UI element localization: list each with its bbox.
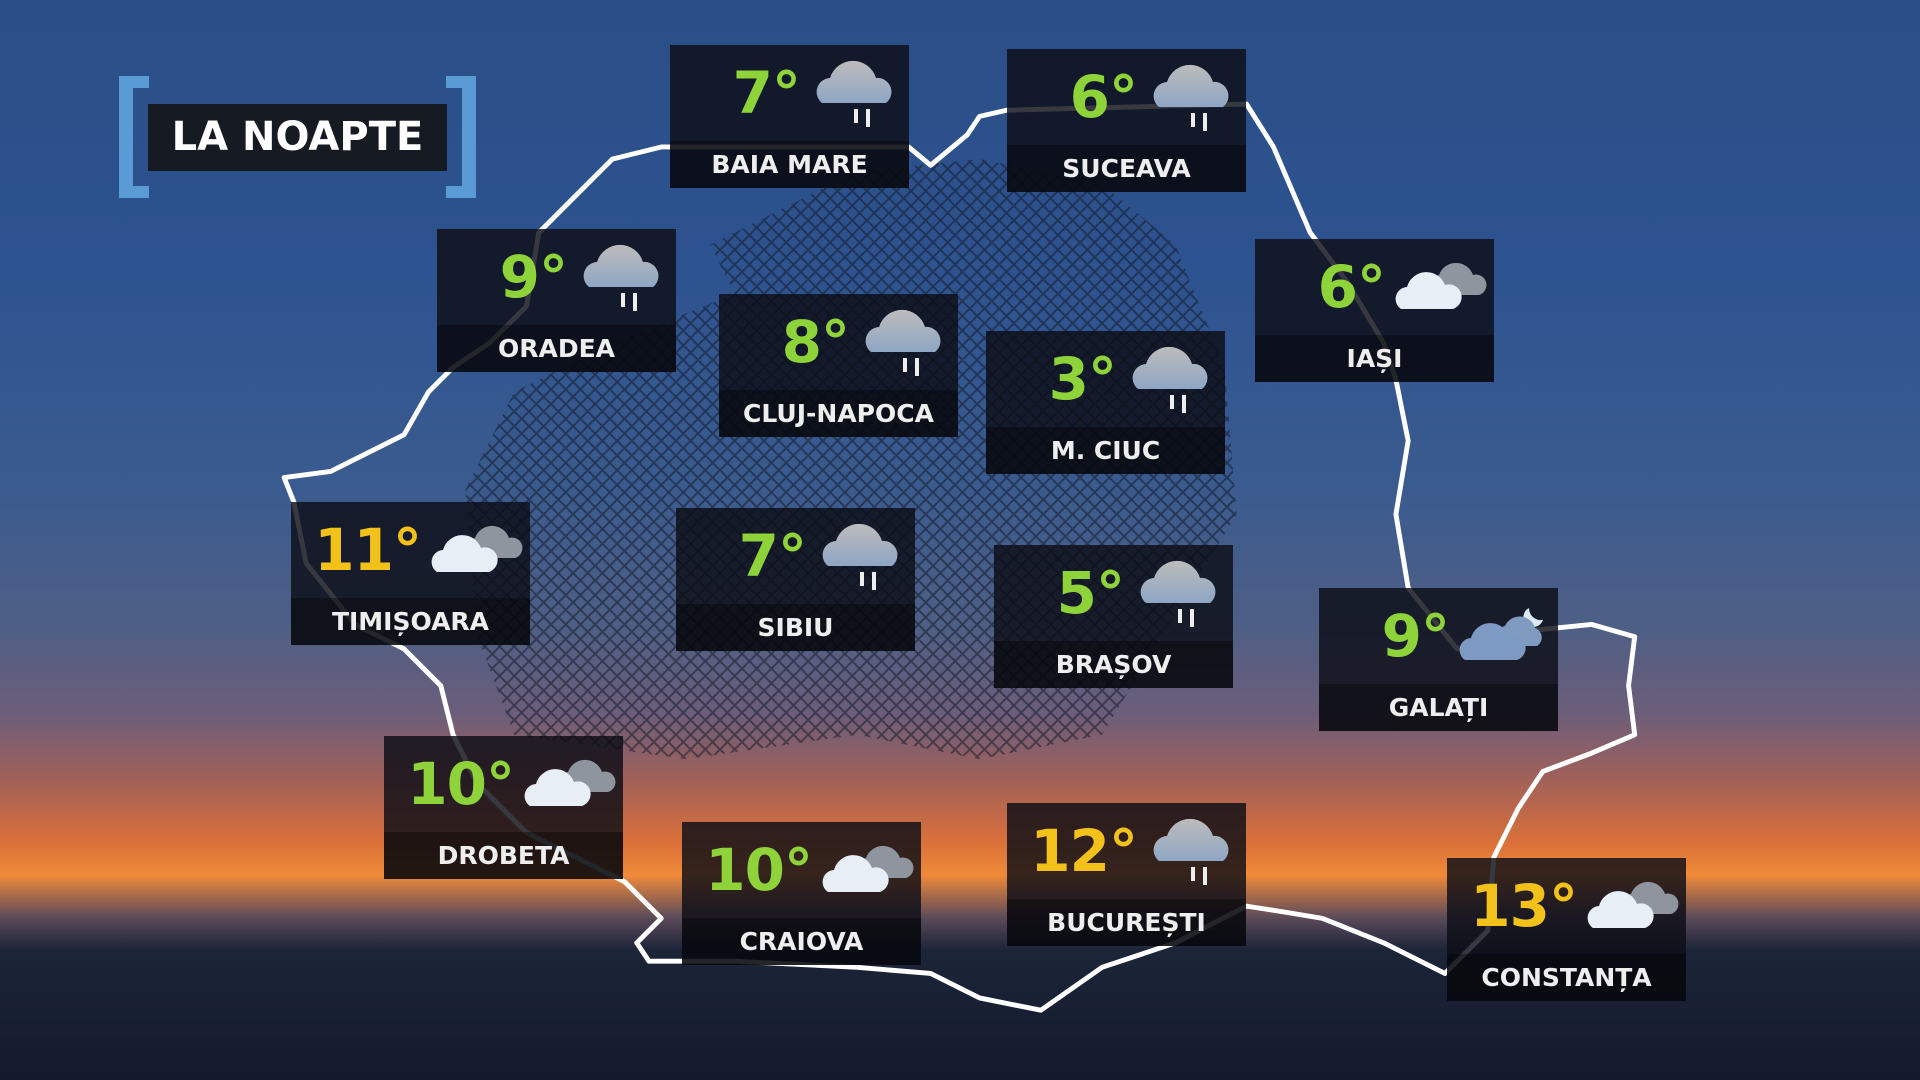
city-name: SIBIU — [676, 604, 915, 651]
card-top: 5° — [994, 545, 1233, 641]
temperature: 9° — [1381, 602, 1450, 670]
card-top: 7° — [676, 508, 915, 604]
temperature: 5° — [1056, 559, 1125, 627]
city-card: 7° SIBIU — [676, 508, 915, 651]
temperature: 6° — [1317, 253, 1386, 321]
temperature: 13° — [1470, 872, 1578, 940]
rain-cloud-icon — [816, 516, 908, 596]
temperature: 6° — [1069, 63, 1138, 131]
city-card: 10° DROBETA — [384, 736, 623, 879]
city-card: 8° CLUJ-NAPOCA — [719, 294, 958, 437]
temperature: 12° — [1030, 817, 1138, 885]
temperature: 3° — [1048, 345, 1117, 413]
city-name: IAȘI — [1255, 335, 1494, 382]
rain-cloud-icon — [1147, 57, 1239, 137]
card-top: 10° — [384, 736, 623, 832]
city-card: 11° TIMIȘOARA — [291, 502, 530, 645]
cloudy-night-moon-icon — [1459, 596, 1551, 676]
city-name: CLUJ-NAPOCA — [719, 390, 958, 437]
rain-cloud-icon — [1134, 553, 1226, 633]
city-name: BRAȘOV — [994, 641, 1233, 688]
card-top: 10° — [682, 822, 921, 918]
temperature: 10° — [705, 836, 813, 904]
rain-cloud-icon — [577, 237, 669, 317]
page-title: LA NOAPTE — [148, 104, 447, 171]
city-card: 7° BAIA MARE — [670, 45, 909, 188]
city-card: 5° BRAȘOV — [994, 545, 1233, 688]
cloudy-icon — [1395, 247, 1487, 327]
temperature: 11° — [314, 516, 422, 584]
city-name: BUCUREȘTI — [1007, 899, 1246, 946]
card-top: 8° — [719, 294, 958, 390]
city-card: 6° SUCEAVA — [1007, 49, 1246, 192]
rain-cloud-icon — [1147, 811, 1239, 891]
cloudy-icon — [1587, 866, 1679, 946]
card-top: 9° — [437, 229, 676, 325]
city-name: GALAȚI — [1319, 684, 1558, 731]
country-border — [281, 101, 1638, 1013]
card-top: 6° — [1007, 49, 1246, 145]
city-name: SUCEAVA — [1007, 145, 1246, 192]
card-top: 3° — [986, 331, 1225, 427]
city-name: ORADEA — [437, 325, 676, 372]
card-top: 7° — [670, 45, 909, 141]
card-top: 13° — [1447, 858, 1686, 954]
city-card: 12° BUCUREȘTI — [1007, 803, 1246, 946]
city-name: BAIA MARE — [670, 141, 909, 188]
city-card: 10° CRAIOVA — [682, 822, 921, 965]
city-card: 9° GALAȚI — [1319, 588, 1558, 731]
card-top: 6° — [1255, 239, 1494, 335]
temperature: 8° — [781, 308, 850, 376]
rain-cloud-icon — [859, 302, 951, 382]
city-card: 6° IAȘI — [1255, 239, 1494, 382]
card-top: 11° — [291, 502, 530, 598]
city-card: 9° ORADEA — [437, 229, 676, 372]
city-card: 13° CONSTANȚA — [1447, 858, 1686, 1001]
temperature: 7° — [732, 59, 801, 127]
city-card: 3° M. CIUC — [986, 331, 1225, 474]
card-top: 9° — [1319, 588, 1558, 684]
rain-cloud-icon — [810, 53, 902, 133]
temperature: 7° — [738, 522, 807, 590]
card-top: 12° — [1007, 803, 1246, 899]
city-name: CONSTANȚA — [1447, 954, 1686, 1001]
city-name: TIMIȘOARA — [291, 598, 530, 645]
cloudy-icon — [822, 830, 914, 910]
cloudy-icon — [431, 510, 523, 590]
city-name: CRAIOVA — [682, 918, 921, 965]
cloudy-icon — [524, 744, 616, 824]
city-name: M. CIUC — [986, 427, 1225, 474]
city-name: DROBETA — [384, 832, 623, 879]
temperature: 9° — [499, 243, 568, 311]
temperature: 10° — [407, 750, 515, 818]
rain-cloud-icon — [1126, 339, 1218, 419]
